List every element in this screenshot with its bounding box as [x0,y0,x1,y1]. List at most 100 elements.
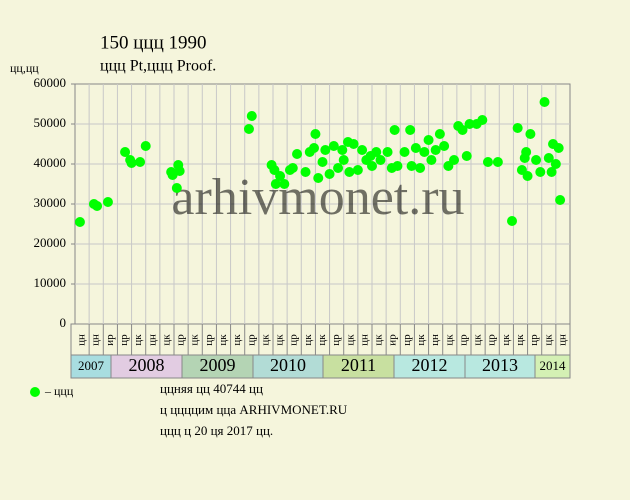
point [521,147,532,157]
point [392,161,403,171]
chart-title: 150 ццц 1990 [100,32,207,53]
legend-marker [30,387,40,397]
point [287,163,298,173]
point [430,145,441,155]
point [338,155,349,165]
point [92,201,103,211]
x-tick-label: цк [231,334,243,346]
x-tick-label: цр [486,334,498,346]
x-tick-label: цр [245,334,257,346]
point [333,163,344,173]
point [482,157,493,167]
point [492,157,503,167]
y-tick-label: 50000 [34,115,67,130]
point [371,147,382,157]
point [135,157,146,167]
x-tick-label: цк [259,334,271,346]
point [550,159,561,169]
point [423,135,434,145]
x-tick-label: цр [203,334,215,346]
x-tick-label: цр [457,334,469,346]
point [246,111,257,121]
point [310,129,321,139]
x-tick-label: цк [274,334,286,346]
year-label: 2008 [129,355,165,375]
y-tick-label: 0 [60,315,67,330]
year-label: 2013 [482,355,518,375]
point [300,167,311,177]
point [522,171,533,181]
point [375,155,386,165]
point [546,167,557,177]
point [477,115,488,125]
x-tick-label: ир [387,334,399,346]
x-tick-label: цк [189,334,201,346]
year-label: 2011 [341,355,376,375]
point [348,139,359,149]
y-tick-label: 10000 [34,275,67,290]
x-tick-label: цк [415,334,427,346]
y-tick-label: 20000 [34,235,67,250]
point [174,166,185,176]
point [243,124,254,134]
point [415,163,426,173]
point [525,129,536,139]
point [512,123,523,133]
point [507,216,518,226]
y-tick-label: 30000 [34,195,67,210]
point [461,151,472,161]
x-tick-label: цк [302,334,314,346]
x-tick-label: цр [118,334,130,346]
note: ццц ц 20 ця 2017 цц. [160,423,273,438]
point [140,141,151,151]
year-label: 2014 [540,358,567,373]
point [382,147,393,157]
point [102,197,113,207]
chart-subtitle: ццц Pt,ццц Proof. [100,58,216,75]
point [337,145,348,155]
point [367,161,377,171]
point [410,143,421,153]
point [126,158,137,168]
x-tick-label: цр [401,334,413,346]
point [543,153,554,163]
note: ццняя цц 40744 цц [160,381,263,396]
point [313,173,324,183]
point [275,171,286,181]
point [292,149,303,159]
x-tick-label: цн [429,334,441,346]
y-axis-label: цц,цц [10,61,39,75]
point [344,167,355,177]
x-tick-label: цк [373,334,385,346]
x-tick-label: цн [90,334,102,346]
point [434,129,445,139]
point [389,125,400,135]
point [531,155,542,165]
point [324,169,335,179]
year-label: 2010 [270,355,306,375]
point [357,145,368,155]
x-tick-label: цн [358,334,370,346]
point [270,179,281,189]
y-tick-label: 40000 [34,155,67,170]
x-tick-label: цк [132,334,144,346]
point [406,161,417,171]
point [399,147,410,157]
point [449,155,460,165]
point [457,125,468,135]
point [426,155,437,165]
point [419,147,430,157]
point [535,167,546,177]
x-tick-label: цк [160,334,172,346]
point [328,141,339,151]
x-tick-label: цн [76,334,88,346]
point [539,97,550,107]
x-tick-label: ир [104,334,116,346]
x-tick-label: цк [316,334,328,346]
year-cell [534,354,571,379]
point [555,195,566,205]
x-tick-label: цк [500,334,512,346]
point [553,143,564,153]
point [320,145,331,155]
